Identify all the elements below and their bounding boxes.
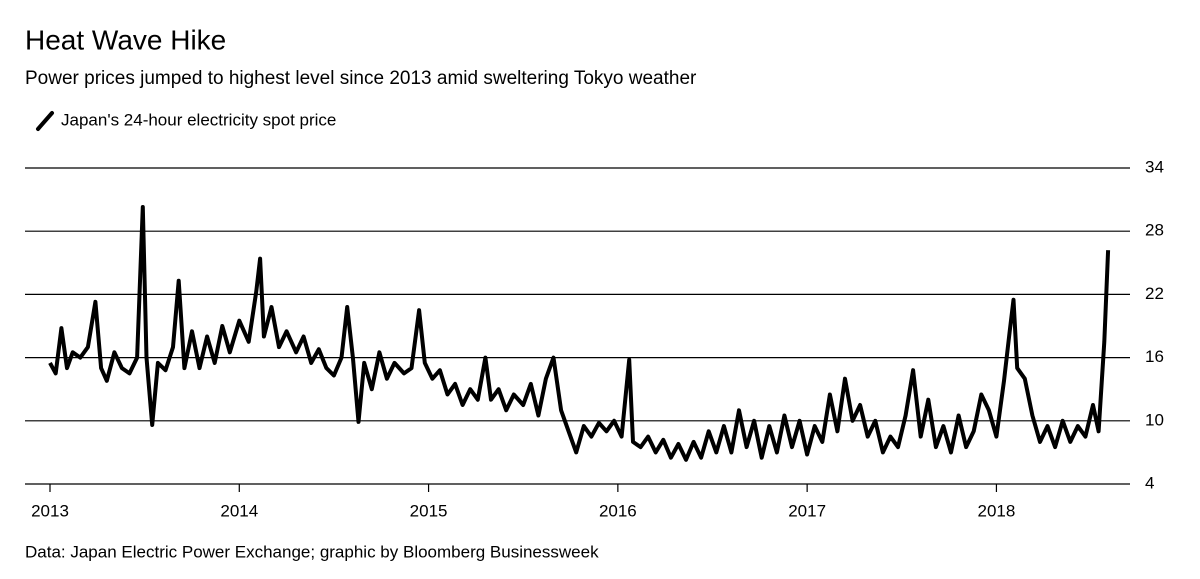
y-tick-label: 4 bbox=[1145, 473, 1154, 492]
y-tick-label: 10 bbox=[1145, 410, 1164, 429]
legend-swatch bbox=[36, 111, 54, 131]
chart-title: Heat Wave Hike bbox=[25, 24, 226, 55]
x-tick-label: 2016 bbox=[599, 501, 637, 520]
y-tick-label: 28 bbox=[1145, 221, 1164, 240]
y-tick-label: 16 bbox=[1145, 347, 1164, 366]
y-tick-label: 22 bbox=[1145, 284, 1164, 303]
x-tick-label: 2018 bbox=[978, 501, 1016, 520]
y-tick-label: 34 bbox=[1145, 157, 1164, 176]
source: Data: Japan Electric Power Exchange; gra… bbox=[25, 542, 599, 561]
legend-label: Japan's 24-hour electricity spot price bbox=[61, 110, 336, 129]
x-tick-label: 2015 bbox=[410, 501, 448, 520]
x-tick-label: 2013 bbox=[31, 501, 69, 520]
x-tick-label: 2017 bbox=[788, 501, 826, 520]
x-tick-label: 2014 bbox=[220, 501, 258, 520]
chart-subtitle: Power prices jumped to highest level sin… bbox=[25, 68, 697, 89]
series-line bbox=[48, 205, 1111, 462]
